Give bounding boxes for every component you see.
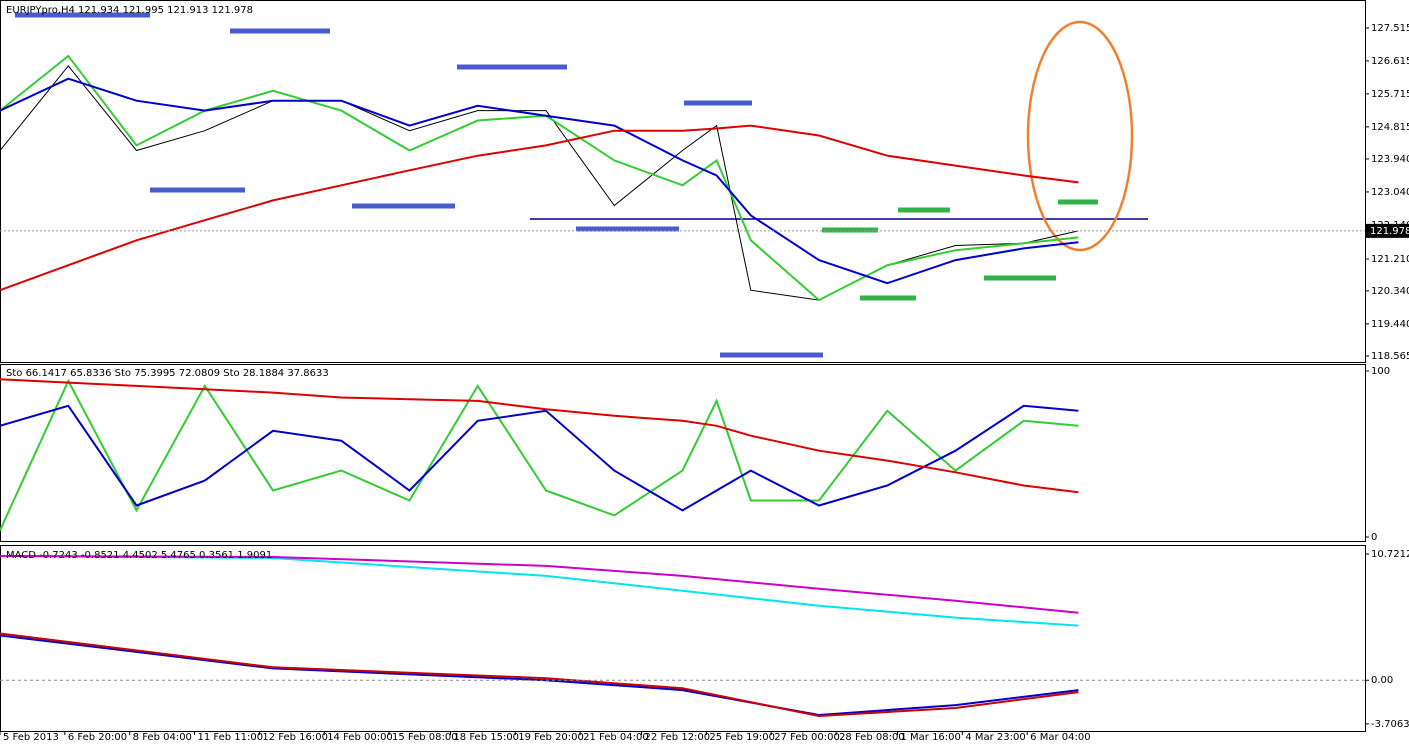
series-line [0, 378, 1079, 494]
y-tick-label: 10.7212 [1371, 549, 1409, 560]
series-line [0, 634, 1079, 717]
x-tick-label: 25 Feb 19:00 [709, 732, 775, 743]
last-price-label: 121.978 [1370, 226, 1409, 237]
stochastic-panel [0, 364, 1366, 542]
y-tick-label: 123.040 [1371, 187, 1409, 198]
plots [0, 54, 1079, 718]
series-line [0, 404, 1079, 512]
last-price-box [1366, 223, 1409, 238]
main-header: EURJPYpro,H4 121.934 121.995 121.913 121… [6, 5, 253, 16]
series-line [0, 378, 1079, 531]
x-tick-label: 1 Mar 16:00 [900, 732, 960, 743]
stochastic-header: Sto 66.1417 65.8336 Sto 75.3995 72.0809 … [6, 368, 329, 379]
macd-panel [0, 545, 1366, 732]
x-tick-label: 11 Feb 11:00 [198, 732, 264, 743]
y-tick-label: 119.440 [1371, 319, 1409, 330]
y-tick-label: 124.815 [1371, 122, 1409, 133]
x-tick-label: 18 Feb 15:00 [453, 732, 519, 743]
drawn-objects [15, 12, 1098, 358]
y-tick-label: 121.210 [1371, 254, 1409, 265]
y-tick-label: 126.615 [1371, 56, 1409, 67]
y-tick-label: 118.565 [1371, 351, 1409, 362]
x-tick-label: 5 Feb 2013 [3, 732, 59, 743]
x-tick-label: 4 Mar 23:00 [965, 732, 1025, 743]
y-tick-label: 127.515 [1371, 23, 1409, 34]
y-tick-label: 0 [1371, 532, 1377, 543]
x-tick-label: 8 Feb 04:00 [133, 732, 192, 743]
y-tick-label: 125.715 [1371, 89, 1409, 100]
x-tick-label: 6 Mar 04:00 [1030, 732, 1090, 743]
x-tick-label: 19 Feb 20:00 [518, 732, 584, 743]
y-tick-label: 120.340 [1371, 286, 1409, 297]
x-tick-label: 12 Feb 16:00 [262, 732, 328, 743]
series-line [0, 77, 1079, 285]
series-line [0, 632, 1079, 718]
highlight-ellipse [1026, 20, 1134, 252]
x-tick-label: 21 Feb 04:00 [583, 732, 649, 743]
macd-header: MACD -0.7243 -0.8521 4.4502 5.4765 0.356… [6, 550, 272, 561]
x-tick-label: 14 Feb 00:00 [327, 732, 393, 743]
x-tick-label: 22 Feb 12:00 [645, 732, 711, 743]
main-panel [0, 0, 1366, 363]
x-tick-label: 15 Feb 08:00 [392, 732, 458, 743]
x-tick-label: 6 Feb 20:00 [68, 732, 127, 743]
y-tick-label: 100 [1371, 366, 1390, 377]
series-line [0, 555, 1079, 614]
x-tick-label: 27 Feb 00:00 [774, 732, 840, 743]
x-tick-label: 28 Feb 08:00 [839, 732, 905, 743]
series-line [0, 124, 1079, 292]
y-tick-label: 0.00 [1371, 675, 1393, 686]
y-tick-label: 123.940 [1371, 154, 1409, 165]
y-tick-label: -3.7063 [1371, 719, 1409, 730]
